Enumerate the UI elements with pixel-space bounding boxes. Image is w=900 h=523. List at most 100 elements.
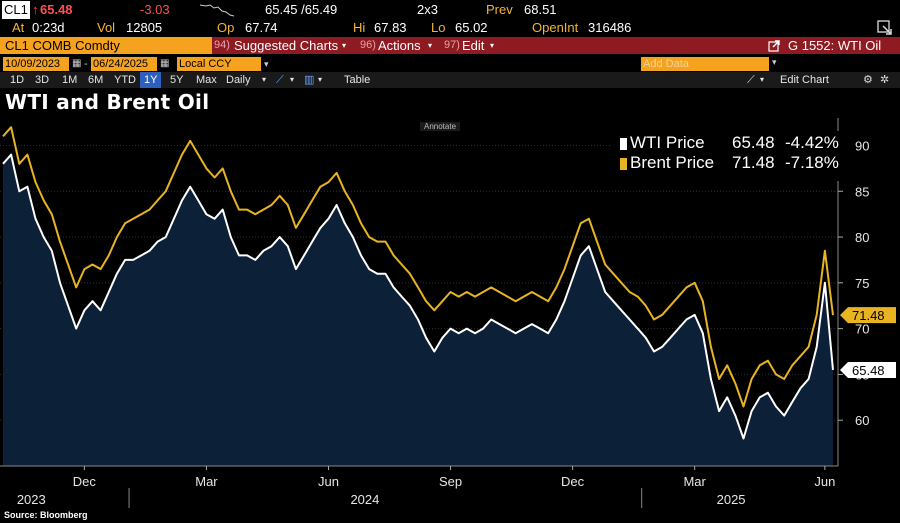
legend-swatch-brent bbox=[620, 158, 627, 170]
security-field[interactable]: CL1 COMB Comdty bbox=[0, 37, 212, 54]
x-tick-label: Dec bbox=[73, 474, 97, 489]
external-link-icon[interactable] bbox=[768, 40, 780, 52]
pop-out-icon[interactable] bbox=[877, 20, 893, 36]
chevron-down-icon[interactable]: ▾ bbox=[772, 57, 777, 67]
x-tick-label: Sep bbox=[439, 474, 462, 489]
x-tick-label: Mar bbox=[195, 474, 218, 489]
chevron-down-icon[interactable]: ▾ bbox=[428, 41, 433, 50]
year-label: 2024 bbox=[350, 492, 379, 507]
range-1d[interactable]: 1D bbox=[10, 74, 25, 86]
range-5y[interactable]: 5Y bbox=[170, 74, 184, 86]
open-interest-label: OpenInt bbox=[532, 20, 579, 35]
legend-name-brent: Brent Price bbox=[630, 153, 715, 172]
menu-num-2: 96) bbox=[360, 39, 376, 51]
line-chart-icon[interactable]: ⟋ bbox=[276, 74, 284, 86]
brent-price-line[interactable] bbox=[2, 126, 834, 408]
high-value: 67.83 bbox=[374, 20, 407, 35]
range-1y[interactable]: 1Y bbox=[140, 72, 162, 88]
add-data-input[interactable]: Add Data bbox=[641, 57, 769, 71]
low-label: Lo bbox=[431, 20, 446, 35]
x-tick-label: Dec bbox=[561, 474, 585, 489]
prev-label: Prev bbox=[486, 2, 513, 17]
legend-change-brent: -7.18% bbox=[785, 153, 839, 172]
high-label: Hi bbox=[353, 20, 366, 35]
annotate-button[interactable]: Annotate bbox=[420, 122, 461, 131]
menu-bar: 94) Suggested Charts ▾ 96) Actions ▾ 97)… bbox=[212, 37, 900, 54]
legend-price-brent: 71.48 bbox=[732, 153, 775, 172]
start-date-input[interactable]: 10/09/2023 bbox=[3, 57, 69, 71]
chart-id: G 1552: WTI Oil bbox=[788, 38, 882, 53]
chevron-down-icon[interactable]: ▾ bbox=[262, 75, 267, 84]
wti-last-value-tag-shape bbox=[840, 362, 896, 379]
y-tick-label: 90 bbox=[855, 138, 869, 153]
net-change: -3.03 bbox=[140, 2, 170, 17]
legend-change-wti: -4.42% bbox=[785, 133, 839, 152]
end-date-input[interactable]: 06/24/2025 bbox=[91, 57, 157, 71]
chevron-down-icon[interactable]: ▾ bbox=[264, 59, 269, 69]
bid-ask-size: 2x3 bbox=[417, 2, 438, 17]
y-tick-label: 60 bbox=[855, 413, 869, 428]
gear-icon[interactable]: ⚙ bbox=[863, 74, 873, 86]
prev-value: 68.51 bbox=[524, 2, 557, 17]
ticker-symbol[interactable]: CL1 bbox=[2, 1, 30, 19]
x-tick-label: Jun bbox=[814, 474, 835, 489]
x-tick-label: Mar bbox=[683, 474, 706, 489]
year-label: 2023 bbox=[17, 492, 46, 507]
edit-menu[interactable]: Edit bbox=[462, 38, 485, 53]
page-title: WTI and Brent Oil bbox=[5, 90, 210, 114]
at-label: At bbox=[12, 20, 25, 35]
wti-price-line[interactable] bbox=[2, 153, 834, 440]
chevron-down-icon[interactable]: ▾ bbox=[318, 75, 323, 84]
edit-chart-button[interactable]: Edit Chart bbox=[780, 74, 829, 86]
chevron-down-icon[interactable]: ▾ bbox=[760, 75, 765, 84]
year-label: 2025 bbox=[717, 492, 746, 507]
quote-row-1: CL1 ↑ 65.48 -3.03 65.45 /65.49 2x3 Prev … bbox=[0, 1, 900, 19]
range-6m[interactable]: 6M bbox=[88, 74, 104, 86]
sparkline-icon bbox=[200, 4, 234, 17]
open-interest-value: 316486 bbox=[588, 20, 632, 35]
wti-area-fill bbox=[3, 154, 833, 466]
last-price: 65.48 bbox=[40, 2, 73, 17]
low-value: 65.02 bbox=[455, 20, 488, 35]
brent-last-value-tag: 71.48 bbox=[852, 308, 885, 323]
trend-icon[interactable]: ⟋ bbox=[747, 74, 755, 86]
y-tick-label: 85 bbox=[855, 184, 869, 199]
vol-value: 12805 bbox=[126, 20, 163, 35]
chevron-down-icon[interactable]: ▾ bbox=[342, 41, 347, 50]
y-tick-label: 75 bbox=[855, 276, 869, 291]
at-value: 0:23d bbox=[32, 20, 65, 35]
legend-swatch-wti bbox=[620, 138, 627, 150]
up-arrow-icon: ↑ bbox=[32, 2, 39, 17]
range-3d[interactable]: 3D bbox=[35, 74, 50, 86]
currency-select[interactable]: Local CCY bbox=[177, 57, 261, 71]
open-label: Op bbox=[217, 20, 235, 35]
range-ytd[interactable]: YTD bbox=[114, 74, 136, 86]
chevron-down-icon[interactable]: ▾ bbox=[490, 41, 495, 50]
bid-ask: 65.45 /65.49 bbox=[265, 2, 338, 17]
source-note: Source: Bloomberg bbox=[4, 510, 88, 520]
wti-last-value-tag: 65.48 bbox=[852, 363, 885, 378]
date-toolbar: 10/09/2023 ▦ - 06/24/2025 ▦ Local CCY ▾ bbox=[0, 56, 900, 72]
table-button[interactable]: Table bbox=[344, 74, 371, 86]
brent-last-value-tag-shape bbox=[840, 307, 896, 324]
y-tick-label: 80 bbox=[855, 230, 869, 245]
range-max[interactable]: Max bbox=[196, 74, 217, 86]
x-tick-label: Jun bbox=[318, 474, 339, 489]
actions-menu[interactable]: Actions bbox=[378, 38, 421, 53]
vol-label: Vol bbox=[97, 20, 116, 35]
frequency-select[interactable]: Daily bbox=[226, 74, 251, 86]
calendar-icon[interactable]: ▦ bbox=[160, 58, 170, 69]
open-value: 67.74 bbox=[245, 20, 278, 35]
chevron-down-icon[interactable]: ▾ bbox=[290, 75, 295, 84]
menu-num-1: 94) bbox=[214, 39, 230, 51]
date-separator: - bbox=[84, 58, 88, 70]
quote-row-2: At 0:23d Vol 12805 Op 67.74 Hi 67.83 Lo … bbox=[0, 19, 900, 37]
settings-gear-icon[interactable]: ✲ bbox=[880, 74, 890, 86]
y-tick-label: 70 bbox=[855, 322, 869, 337]
suggested-charts-menu[interactable]: Suggested Charts bbox=[234, 38, 339, 53]
range-1m[interactable]: 1M bbox=[62, 74, 78, 86]
bar-chart-icon[interactable]: ▥ bbox=[304, 74, 315, 86]
calendar-icon[interactable]: ▦ bbox=[72, 58, 82, 69]
legend-price-wti: 65.48 bbox=[732, 133, 775, 152]
